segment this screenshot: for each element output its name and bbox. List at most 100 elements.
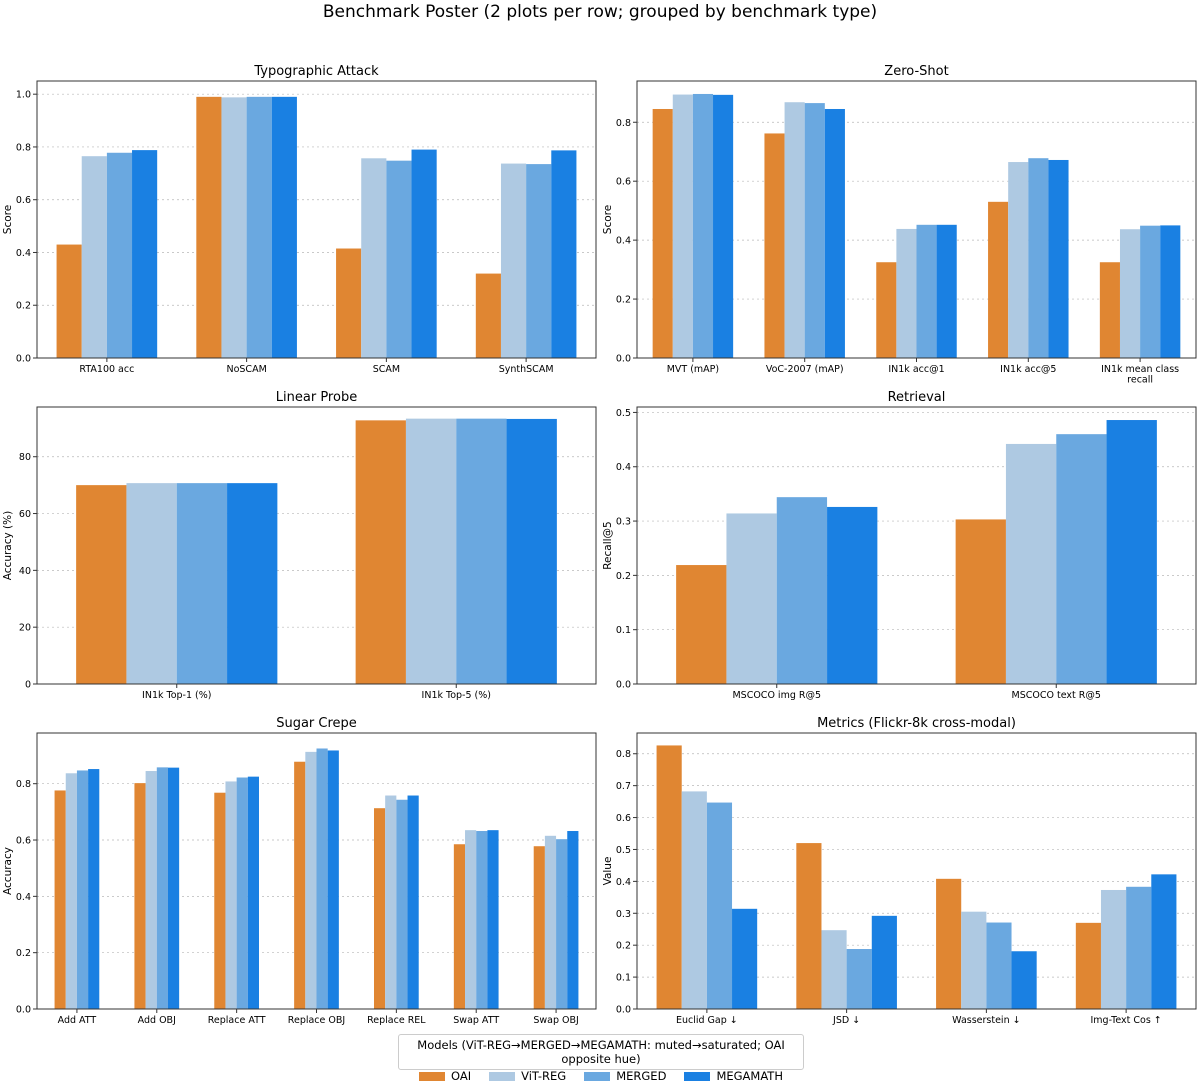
bar-megamath bbox=[88, 769, 100, 1009]
y-tick-label: 0.3 bbox=[616, 909, 631, 920]
bar-megamath bbox=[732, 908, 758, 1009]
y-tick-label: 0 bbox=[25, 680, 31, 691]
bar-megamath bbox=[271, 96, 297, 358]
bar-megamath bbox=[506, 418, 557, 684]
y-tick-label: 40 bbox=[19, 566, 31, 577]
bar-merged bbox=[526, 164, 552, 358]
bar-megamath bbox=[567, 831, 579, 1009]
x-tick-label: SynthSCAM bbox=[499, 364, 554, 375]
bar-merged bbox=[396, 799, 408, 1009]
x-tick-label: IN1k acc@1 bbox=[888, 364, 944, 375]
y-tick-label: 0.0 bbox=[16, 354, 31, 365]
y-tick-label: 0.2 bbox=[16, 301, 31, 312]
bar-oai bbox=[453, 844, 466, 1009]
y-tick-label: 0.4 bbox=[16, 248, 31, 259]
bar-vit-reg bbox=[821, 930, 847, 1009]
bar-megamath bbox=[227, 483, 278, 684]
y-tick-label: 0.4 bbox=[616, 462, 631, 473]
x-tick-label: MSCOCO text R@5 bbox=[1012, 690, 1101, 701]
bar-merged bbox=[692, 93, 714, 358]
y-tick-label: 0.0 bbox=[16, 1005, 31, 1016]
y-tick-label: 60 bbox=[19, 509, 31, 520]
x-tick-label: Euclid Gap ↓ bbox=[676, 1015, 738, 1026]
bar-vit-reg bbox=[126, 483, 177, 684]
x-tick-label: Add OBJ bbox=[138, 1015, 176, 1026]
bar-merged bbox=[246, 96, 272, 358]
bar-vit-reg bbox=[221, 97, 247, 359]
x-tick-label: VoC-2007 (mAP) bbox=[766, 364, 844, 375]
y-tick-label: 0.4 bbox=[616, 877, 631, 888]
legend-label-megamath: MEGAMATH bbox=[716, 1069, 783, 1083]
bar-megamath bbox=[871, 915, 897, 1009]
y-tick-label: 0.4 bbox=[16, 892, 31, 903]
bar-merged bbox=[916, 224, 937, 358]
bar-megamath bbox=[327, 750, 339, 1009]
bar-vit-reg bbox=[145, 771, 157, 1009]
y-tick-label: 0.6 bbox=[616, 813, 631, 824]
bar-vit-reg bbox=[81, 156, 107, 358]
bar-vit-reg bbox=[500, 163, 527, 358]
x-tick-label: Swap ATT bbox=[453, 1015, 499, 1026]
chart-title: Linear Probe bbox=[276, 390, 357, 405]
y-axis-label: Accuracy (%) bbox=[2, 511, 14, 580]
legend-label-merged: MERGED bbox=[616, 1069, 667, 1083]
y-tick-label: 0.7 bbox=[616, 781, 631, 792]
bar-vit-reg bbox=[361, 158, 387, 358]
legend-swatch-merged bbox=[584, 1071, 611, 1081]
legend-items: OAI ViT-REG MERGED MEGAMATH bbox=[399, 1069, 803, 1083]
bar-vit-reg bbox=[465, 830, 477, 1009]
bar-vit-reg bbox=[961, 911, 987, 1009]
chart-title: Metrics (Flickr-8k cross-modal) bbox=[817, 716, 1016, 731]
bar-oai bbox=[652, 108, 673, 359]
bar-oai bbox=[196, 96, 222, 358]
y-tick-label: 0.6 bbox=[16, 195, 31, 206]
bar-megamath bbox=[713, 94, 734, 358]
bar-megamath bbox=[1160, 225, 1181, 358]
bar-megamath bbox=[551, 150, 577, 358]
bar-vit-reg bbox=[65, 773, 77, 1009]
bar-vit-reg bbox=[1119, 229, 1141, 358]
bar-oai bbox=[1099, 262, 1120, 358]
x-tick-label: IN1k acc@5 bbox=[1000, 364, 1056, 375]
bar-merged bbox=[1056, 434, 1107, 684]
bar-vit-reg bbox=[305, 751, 317, 1009]
y-tick-label: 0.1 bbox=[616, 973, 631, 984]
legend: Models (ViT-REG→MERGED→MEGAMATH: muted→s… bbox=[398, 1034, 804, 1083]
y-tick-label: 0.2 bbox=[616, 295, 631, 306]
bar-oai bbox=[988, 201, 1009, 358]
bar-merged bbox=[476, 831, 488, 1009]
bar-merged bbox=[1140, 225, 1161, 358]
x-tick-label: JSD ↓ bbox=[832, 1015, 860, 1026]
bar-merged bbox=[556, 839, 568, 1009]
bar-vit-reg bbox=[1100, 889, 1127, 1009]
x-tick-label: recall bbox=[1127, 375, 1153, 386]
chart-title: Sugar Crepe bbox=[276, 716, 357, 731]
y-tick-label: 0.0 bbox=[616, 1005, 631, 1016]
y-tick-label: 0.2 bbox=[616, 571, 631, 582]
bar-oai bbox=[676, 565, 727, 684]
bar-megamath bbox=[487, 830, 499, 1009]
chart-title: Retrieval bbox=[888, 390, 946, 405]
bar-merged bbox=[1126, 886, 1152, 1009]
legend-label-vit-reg: ViT-REG bbox=[521, 1069, 567, 1083]
y-tick-label: 0.8 bbox=[616, 749, 631, 760]
plot-frame bbox=[36, 80, 597, 359]
y-axis-label: Accuracy bbox=[2, 847, 14, 895]
bar-vit-reg bbox=[896, 228, 917, 358]
bar-merged bbox=[386, 160, 412, 358]
bar-oai bbox=[764, 133, 785, 358]
bar-oai bbox=[294, 761, 306, 1009]
bar-oai bbox=[134, 783, 146, 1009]
x-tick-label: Add ATT bbox=[58, 1015, 97, 1026]
y-tick-label: 0.2 bbox=[616, 941, 631, 952]
bar-megamath bbox=[824, 108, 845, 359]
legend-title: Models (ViT-REG→MERGED→MEGAMATH: muted→s… bbox=[417, 1038, 785, 1066]
bar-megamath bbox=[1048, 159, 1069, 358]
legend-item-vit-reg: ViT-REG bbox=[489, 1069, 566, 1083]
bar-vit-reg bbox=[672, 94, 693, 358]
x-tick-label: Replace REL bbox=[367, 1015, 426, 1026]
y-tick-label: 0.8 bbox=[616, 118, 631, 129]
bar-megamath bbox=[407, 795, 419, 1009]
y-tick-label: 0.1 bbox=[616, 625, 631, 636]
x-tick-label: MSCOCO img R@5 bbox=[732, 690, 821, 701]
